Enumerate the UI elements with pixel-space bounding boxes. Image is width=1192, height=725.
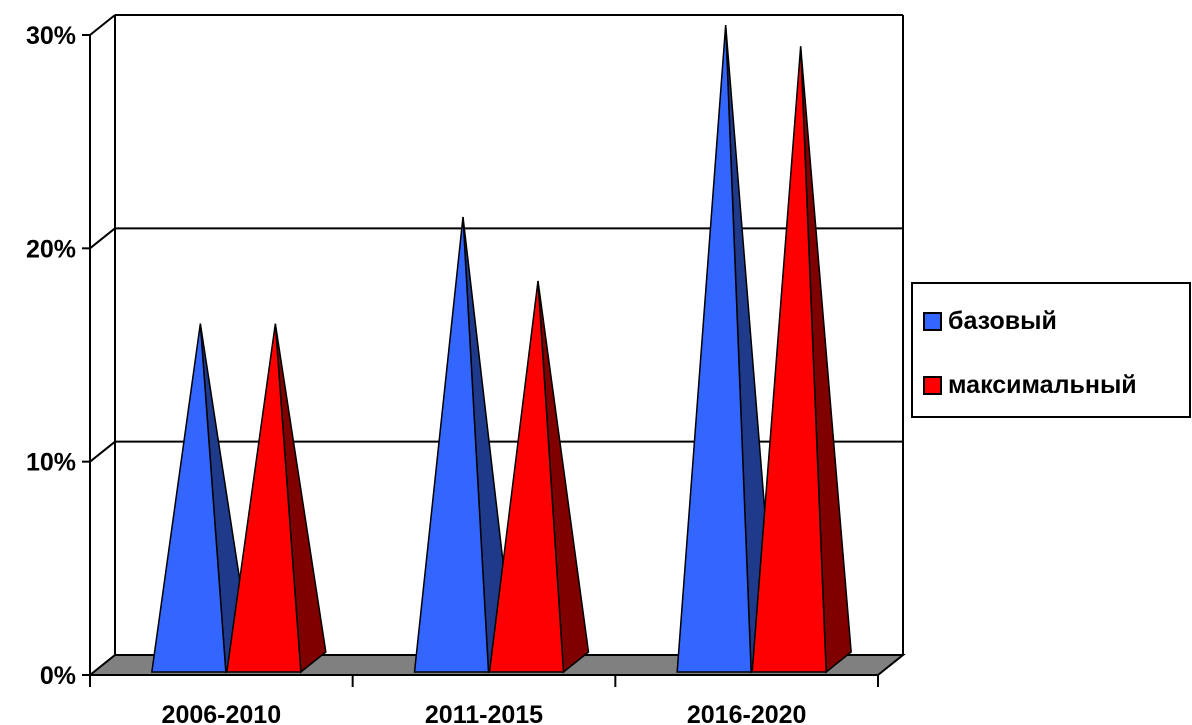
pyramid-max-2006-2010: [225, 323, 327, 674]
pyramids: [150, 24, 852, 674]
legend-item-max: максимальный: [923, 370, 1137, 399]
axes: [82, 34, 879, 687]
pyramid-front-face: [413, 216, 490, 673]
x-tick-labels: 2006-2010 2011-2015 2016-2020: [162, 701, 807, 725]
legend-swatch-base: [923, 311, 942, 331]
pyramid-max-2011-2015: [488, 280, 590, 674]
legend-swatch-max: [923, 375, 942, 395]
pyramid-max-2016-2020: [751, 46, 852, 674]
y-tick-label: 30%: [26, 22, 76, 50]
pyramid-front-face: [488, 280, 565, 673]
side-wall-top: [89, 14, 116, 36]
y-tick-label: 0%: [40, 662, 76, 690]
x-tick-label: 2006-2010: [162, 701, 282, 725]
legend: базовый максимальный: [911, 282, 1191, 418]
pyramid-front-face: [225, 323, 302, 673]
x-tick-label: 2016-2020: [687, 701, 807, 725]
legend-label-max: максимальный: [948, 370, 1137, 399]
x-tick-label: 2011-2015: [425, 701, 543, 725]
gridline-side: [89, 440, 116, 463]
y-tick-label: 10%: [26, 449, 76, 477]
gridlines: [89, 14, 904, 655]
gridline-side: [89, 227, 116, 250]
y-tick-label: 20%: [26, 235, 76, 263]
legend-label-base: базовый: [948, 306, 1057, 335]
pyramid-front-face: [676, 24, 752, 673]
pyramid-front-face: [751, 46, 827, 673]
y-tick-labels: 0% 10% 20% 30%: [26, 22, 76, 690]
pyramid-base-2011-2015: [413, 216, 515, 674]
legend-item-base: базовый: [923, 306, 1057, 335]
pyramid-front-face: [150, 323, 227, 673]
